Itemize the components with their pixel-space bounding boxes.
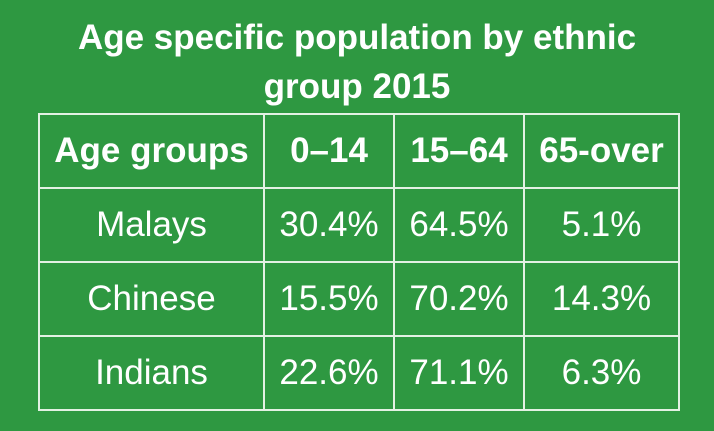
header-cell-0-14: 0–14 xyxy=(263,113,395,189)
population-table: Age groups 0–14 15–64 65-over Malays 30.… xyxy=(38,113,680,411)
cell-chinese-0-14: 15.5% xyxy=(263,261,395,337)
cell-chinese-15-64: 70.2% xyxy=(393,261,525,337)
table-header-row: Age groups 0–14 15–64 65-over xyxy=(38,113,680,189)
cell-indians-0-14: 22.6% xyxy=(263,335,395,411)
cell-malays-15-64: 64.5% xyxy=(393,187,525,263)
header-cell-age-groups: Age groups xyxy=(38,113,265,189)
cell-indians-65-over: 6.3% xyxy=(523,335,680,411)
row-label-malays: Malays xyxy=(38,187,265,263)
cell-malays-0-14: 30.4% xyxy=(263,187,395,263)
chart-title: Age specific population by ethnic group … xyxy=(0,0,714,111)
cell-indians-15-64: 71.1% xyxy=(393,335,525,411)
table-row-malays: Malays 30.4% 64.5% 5.1% xyxy=(38,187,680,263)
row-label-indians: Indians xyxy=(38,335,265,411)
header-cell-65-over: 65-over xyxy=(523,113,680,189)
header-cell-15-64: 15–64 xyxy=(393,113,525,189)
row-label-chinese: Chinese xyxy=(38,261,265,337)
chart-title-line1: Age specific population by ethnic xyxy=(77,18,637,57)
table-row-chinese: Chinese 15.5% 70.2% 14.3% xyxy=(38,261,680,337)
cell-malays-65-over: 5.1% xyxy=(523,187,680,263)
table-row-indians: Indians 22.6% 71.1% 6.3% xyxy=(38,335,680,411)
cell-chinese-65-over: 14.3% xyxy=(523,261,680,337)
chart-title-line2: group 2015 xyxy=(263,67,451,106)
